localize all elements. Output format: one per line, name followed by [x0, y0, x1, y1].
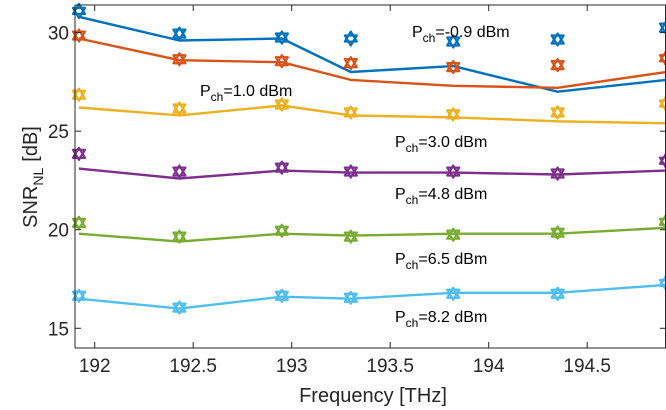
series-6-marker-up — [343, 290, 358, 303]
annotation-subscript: ch — [406, 141, 419, 155]
annotation-subscript: ch — [423, 31, 436, 45]
series-3-marker-up — [446, 107, 461, 120]
y-axis-label-main: SNR — [20, 186, 42, 228]
series-5-marker-up — [658, 213, 666, 226]
y-axis-label: SNRNL [dB] — [20, 126, 46, 228]
annotation-value: =6.5 dBm — [418, 251, 487, 268]
series-2-marker-up — [343, 56, 358, 69]
annotation-value: =1.0 dBm — [223, 83, 292, 100]
series-4-marker-up — [343, 164, 358, 177]
annotation-prefix: P — [395, 309, 406, 326]
x-tick-label: 193.5 — [366, 356, 414, 377]
series-5-marker-up — [71, 215, 87, 228]
series-2-annotation: Pch=1.0 dBm — [200, 83, 292, 104]
series-4-marker-up — [172, 164, 187, 177]
annotation-subscript: ch — [406, 316, 419, 330]
series-1-marker-up — [172, 26, 187, 39]
series-1-marker-up — [274, 30, 289, 43]
x-tick-label: 194.5 — [563, 356, 611, 377]
annotation-prefix: P — [395, 251, 406, 268]
annotation-value: =4.8 dBm — [418, 186, 487, 203]
series-6-marker-up — [274, 288, 289, 301]
series-2-marker-up — [658, 50, 666, 63]
series-3-marker-up — [274, 97, 289, 110]
series-5-marker-up — [172, 229, 187, 242]
annotation-value: =8.2 dBm — [418, 309, 487, 326]
x-tick-label: 193 — [276, 356, 308, 377]
series-6-marker-up — [172, 300, 187, 313]
series-2-marker-up — [550, 58, 565, 71]
annotation-prefix: P — [395, 134, 406, 151]
series-2-line — [78, 37, 666, 90]
series-3-marker-up — [172, 101, 187, 114]
series-4-marker-up — [71, 146, 87, 159]
y-tick-label: 25 — [48, 122, 69, 143]
series-5-marker-up — [550, 225, 565, 238]
y-axis-label-sub: NL — [30, 168, 46, 186]
series-6-marker-up — [658, 274, 666, 288]
series-3-marker-up — [550, 105, 565, 118]
annotation-prefix: P — [200, 83, 211, 100]
series-6-marker-up — [446, 286, 461, 299]
series-6-annotation: Pch=8.2 dBm — [395, 309, 487, 330]
y-tick-label: 30 — [48, 24, 69, 45]
series-1-marker-up — [343, 30, 358, 43]
annotation-subscript: ch — [406, 193, 419, 207]
series-2-marker-up — [172, 52, 187, 65]
series-5-marker-up — [274, 223, 289, 236]
series-5-marker-up — [446, 227, 461, 240]
series-4-marker-up — [658, 152, 666, 165]
series-4-annotation: Pch=4.8 dBm — [395, 186, 487, 207]
annotation-prefix: P — [395, 186, 406, 203]
series-1-marker-up — [71, 2, 87, 16]
series-3-marker-up — [658, 95, 666, 108]
series-5-marker-up — [343, 229, 358, 242]
series-1-annotation: Pch=-0.9 dBm — [412, 24, 510, 45]
series-1-marker-up — [550, 32, 565, 45]
series-6-marker-up — [71, 288, 87, 301]
annotation-value: =3.0 dBm — [418, 134, 487, 151]
x-axis-label: Frequency [THz] — [299, 385, 447, 407]
series-4-marker-up — [550, 166, 565, 179]
x-tick-label: 194 — [473, 356, 505, 377]
series-3-marker-up — [343, 105, 358, 118]
x-tick-label: 192.5 — [169, 356, 217, 377]
y-tick-label: 20 — [48, 221, 69, 242]
annotation-subscript: ch — [406, 258, 419, 272]
y-axis-label-unit: [dB] — [20, 126, 42, 162]
annotation-subscript: ch — [211, 90, 224, 104]
series-2-marker-up — [274, 54, 289, 67]
series-6-line — [78, 283, 666, 310]
annotation-prefix: P — [412, 24, 423, 41]
series-1-marker-up — [658, 20, 666, 33]
series-6-marker-up — [550, 286, 565, 299]
series-5-annotation: Pch=6.5 dBm — [395, 251, 487, 272]
series-4-marker-up — [274, 160, 289, 173]
series-2-marker-up — [71, 28, 87, 41]
annotation-value: =-0.9 dBm — [435, 24, 509, 41]
x-tick-label: 192 — [79, 356, 111, 377]
series-3-annotation: Pch=3.0 dBm — [395, 134, 487, 155]
axes: 192 192.5 193 193.5 194 194.5 15 20 25 30 — [48, 4, 666, 377]
series-4-marker-up — [446, 164, 461, 177]
data-marks — [71, 2, 666, 315]
series-3-marker-up — [71, 87, 87, 100]
y-tick-label: 15 — [48, 319, 69, 340]
series-2-marker-up — [446, 60, 461, 73]
series-1-marker-up — [446, 34, 461, 47]
